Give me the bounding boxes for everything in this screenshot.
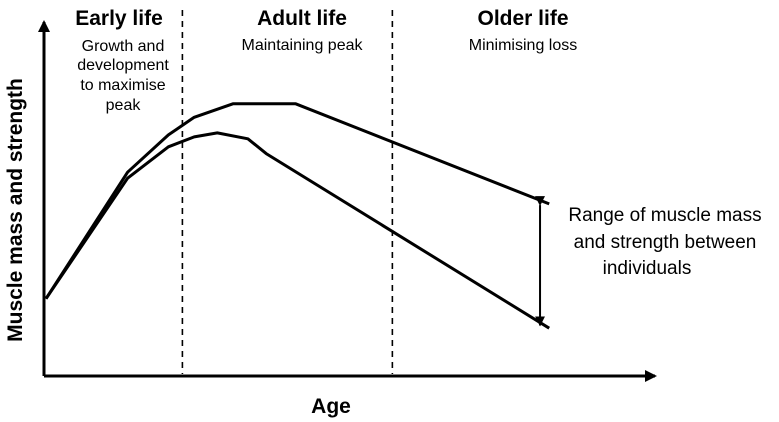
y-axis-label: Muscle mass and strength bbox=[4, 78, 27, 342]
stage-boundaries bbox=[181, 10, 394, 374]
stage-adult-life-title: Adult life bbox=[257, 7, 347, 30]
series-line-2 bbox=[44, 131, 550, 330]
stage-older-life-desc-1: Minimising loss bbox=[469, 37, 577, 54]
stage-early-life: Early life Growth and development to max… bbox=[75, 7, 169, 114]
stage-early-life-desc-3: to maximise bbox=[80, 77, 165, 94]
range-annotation-line-1: Range of muscle mass bbox=[568, 205, 761, 226]
x-axis-label: Age bbox=[311, 395, 351, 418]
stage-early-life-title: Early life bbox=[75, 7, 163, 30]
stage-early-life-desc-1: Growth and bbox=[82, 38, 165, 55]
stage-early-life-desc-4: peak bbox=[106, 97, 142, 114]
range-annotation-line-2: and strength between bbox=[574, 232, 757, 253]
series-line-1 bbox=[44, 102, 550, 300]
stage-older-life-title: Older life bbox=[477, 7, 568, 30]
series-layer bbox=[44, 102, 550, 330]
stage-early-life-desc-2: development bbox=[77, 57, 169, 74]
stage-older-life: Older life Minimising loss bbox=[469, 7, 577, 54]
range-annotation-line-3: individuals bbox=[603, 258, 692, 279]
stage-adult-life-desc-1: Maintaining peak bbox=[242, 37, 364, 54]
stage-adult-life: Adult life Maintaining peak bbox=[242, 7, 364, 54]
